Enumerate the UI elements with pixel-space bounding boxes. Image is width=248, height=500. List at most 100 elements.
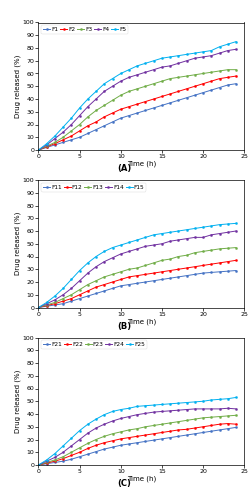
F21	[86, 451, 89, 457]
F5	[136, 63, 139, 69]
F23	[70, 449, 73, 455]
F1	[53, 142, 56, 148]
Line: F13: F13	[37, 246, 237, 308]
F12	[86, 288, 89, 294]
F25	[185, 400, 188, 406]
F3	[177, 74, 180, 80]
Line: F5: F5	[37, 40, 237, 151]
F5	[210, 48, 213, 54]
F15	[94, 254, 97, 260]
F14	[169, 238, 172, 244]
F13	[193, 250, 196, 256]
F5	[193, 50, 196, 56]
F1	[177, 98, 180, 103]
F3	[62, 134, 65, 140]
F4	[136, 72, 139, 78]
F13	[177, 254, 180, 260]
F1	[45, 144, 48, 150]
F22	[210, 422, 213, 428]
F11	[193, 272, 196, 278]
F15	[119, 242, 122, 248]
F12	[119, 276, 122, 282]
F23	[136, 426, 139, 432]
F15	[160, 230, 163, 236]
F22	[127, 434, 130, 440]
Text: (B): (B)	[117, 322, 131, 330]
F15	[86, 260, 89, 266]
F14	[144, 244, 147, 250]
F25	[127, 406, 130, 411]
F3	[144, 83, 147, 89]
F5	[86, 96, 89, 102]
F21	[144, 438, 147, 444]
F4	[193, 55, 196, 61]
F5	[235, 38, 238, 44]
F3	[210, 69, 213, 75]
F13	[70, 292, 73, 298]
F23	[78, 445, 81, 451]
F22	[119, 436, 122, 442]
Line: F4: F4	[37, 48, 237, 151]
F25	[37, 462, 40, 468]
F3	[185, 73, 188, 79]
F2	[86, 123, 89, 129]
F2	[45, 144, 48, 150]
F22	[111, 438, 114, 444]
F25	[45, 457, 48, 463]
X-axis label: Time (h): Time (h)	[127, 160, 156, 167]
F5	[127, 66, 130, 72]
F11	[226, 268, 229, 274]
F24	[202, 406, 205, 412]
F24	[119, 416, 122, 422]
F11	[94, 290, 97, 296]
F3	[136, 86, 139, 92]
F14	[202, 234, 205, 240]
F11	[152, 278, 155, 283]
F2	[218, 76, 221, 82]
F24	[94, 425, 97, 431]
F4	[144, 69, 147, 75]
F4	[169, 63, 172, 69]
F22	[62, 456, 65, 462]
F14	[78, 278, 81, 283]
F21	[193, 431, 196, 437]
F2	[94, 119, 97, 125]
F4	[152, 66, 155, 72]
X-axis label: Time (h): Time (h)	[127, 318, 156, 324]
F25	[94, 416, 97, 422]
F25	[62, 443, 65, 449]
F2	[103, 114, 106, 120]
F5	[218, 44, 221, 50]
F22	[37, 462, 40, 468]
F1	[111, 119, 114, 125]
F3	[111, 98, 114, 103]
F11	[185, 272, 188, 278]
F4	[226, 48, 229, 54]
F12	[45, 302, 48, 308]
F11	[202, 270, 205, 276]
F13	[78, 286, 81, 292]
F2	[210, 78, 213, 84]
F13	[144, 262, 147, 268]
F24	[45, 458, 48, 464]
F21	[136, 440, 139, 446]
F11	[37, 304, 40, 310]
F14	[136, 246, 139, 252]
F22	[152, 431, 155, 437]
F25	[152, 402, 155, 408]
F3	[103, 102, 106, 108]
F14	[70, 286, 73, 292]
F25	[235, 394, 238, 400]
F3	[53, 140, 56, 145]
F24	[226, 406, 229, 411]
F21	[45, 460, 48, 466]
F21	[210, 428, 213, 434]
Line: F22: F22	[37, 422, 237, 466]
Legend: F1, F2, F3, F4, F5: F1, F2, F3, F4, F5	[41, 26, 128, 34]
F3	[78, 122, 81, 128]
F13	[160, 258, 163, 264]
F15	[193, 226, 196, 232]
F15	[70, 276, 73, 282]
F24	[53, 454, 56, 460]
F12	[70, 296, 73, 302]
